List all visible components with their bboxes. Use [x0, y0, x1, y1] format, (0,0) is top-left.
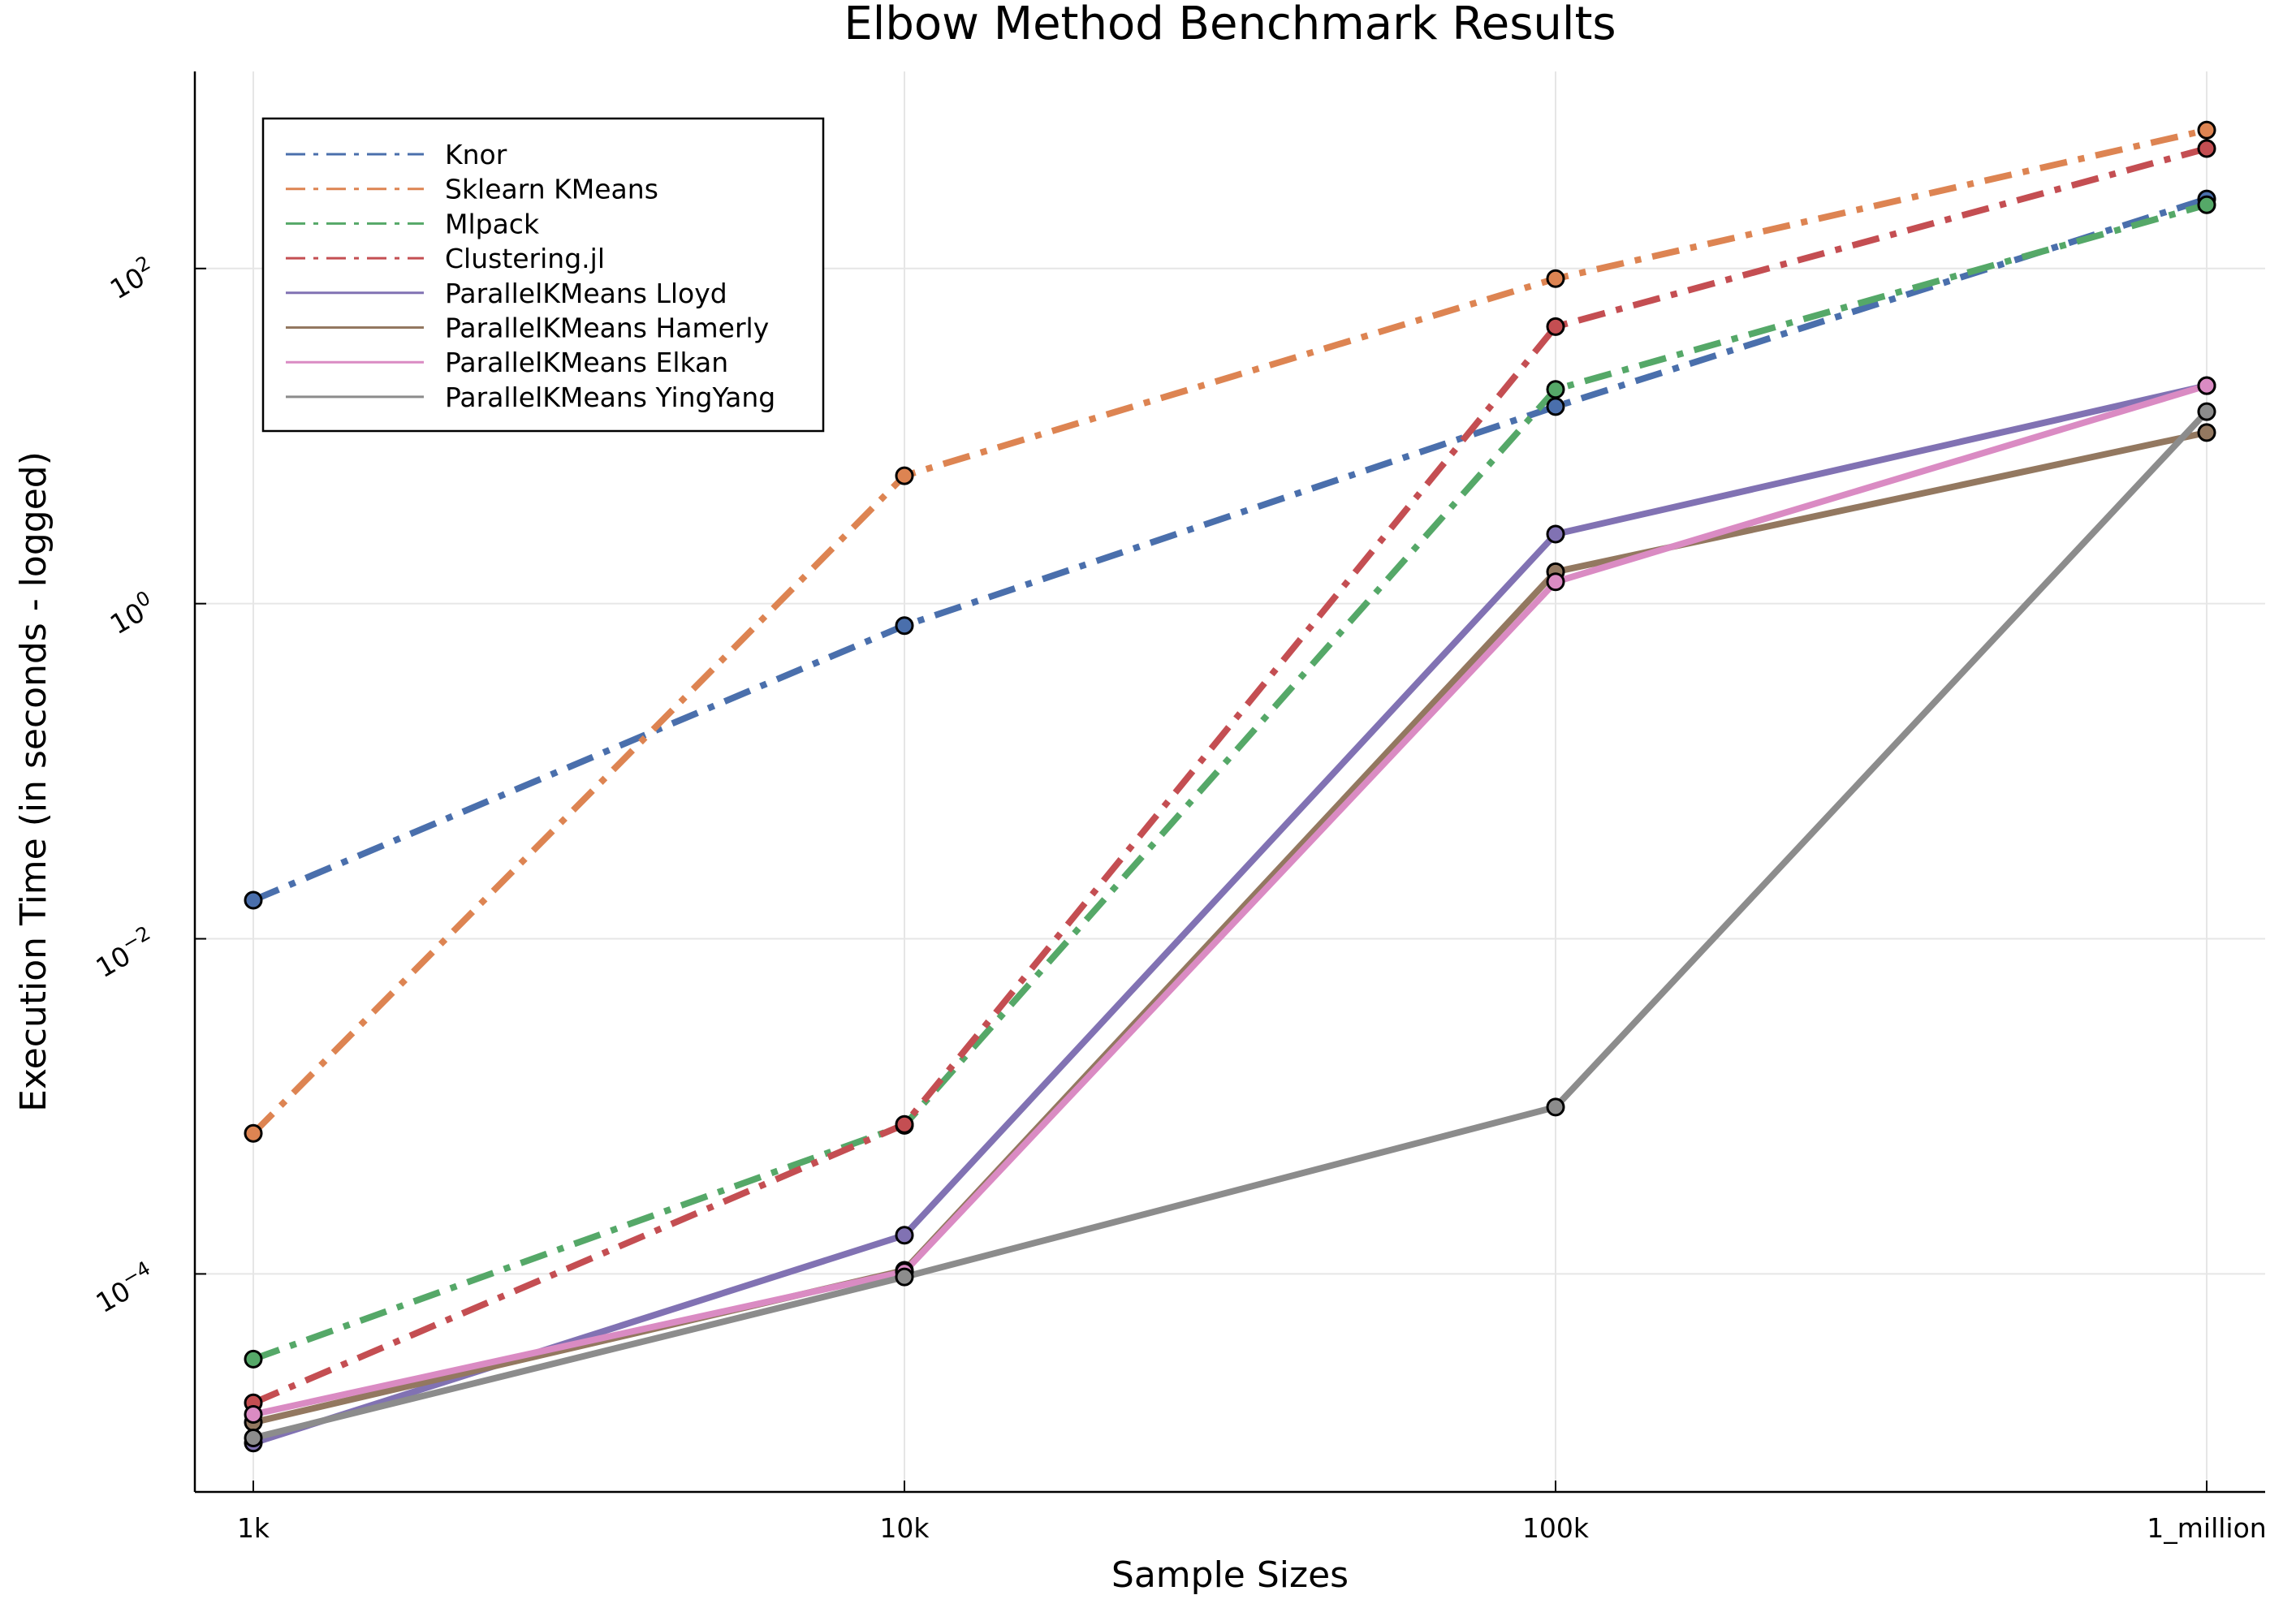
legend-item-parallelkmeans-hamerly: ParallelKMeans Hamerly: [286, 313, 769, 344]
marker-parallelkmeans-yingyang: [2197, 402, 2216, 421]
series-line-mlpack: [252, 201, 2208, 1363]
marker-parallelkmeans-lloyd: [1546, 524, 1565, 544]
series-line-sklearn-kmeans: [251, 127, 2208, 1136]
x-tick-label: 1k: [237, 1512, 270, 1544]
legend-item-knor: Knor: [286, 139, 507, 170]
legend-item-parallelkmeans-elkan: ParallelKMeans Elkan: [286, 347, 728, 378]
marker-knor: [1546, 397, 1565, 416]
marker-clustering-jl: [2197, 139, 2216, 158]
marker-knor: [244, 890, 263, 910]
series-markers: [244, 120, 2216, 1453]
y-axis-title: Execution Time (in seconds - logged): [13, 451, 54, 1112]
marker-sklearn-kmeans: [2197, 120, 2216, 140]
marker-parallelkmeans-yingyang: [895, 1267, 914, 1287]
series-line-clustering-jl: [252, 145, 2208, 1406]
marker-mlpack: [2197, 195, 2216, 214]
legend-label: Knor: [445, 139, 507, 170]
legend-item-parallelkmeans-lloyd: ParallelKMeans Lloyd: [286, 278, 727, 309]
marker-parallelkmeans-yingyang: [1546, 1097, 1565, 1117]
series-lines: [251, 127, 2209, 1446]
marker-sklearn-kmeans: [1546, 269, 1565, 288]
marker-parallelkmeans-lloyd: [895, 1226, 914, 1245]
legend-item-parallelkmeans-yingyang: ParallelKMeans YingYang: [286, 382, 775, 413]
marker-parallelkmeans-hamerly: [2197, 423, 2216, 442]
legend-label: ParallelKMeans Hamerly: [445, 313, 769, 344]
x-axis-title: Sample Sizes: [1111, 1554, 1349, 1596]
series-line-parallelkmeans-yingyang: [252, 409, 2209, 1442]
legend-item-clustering-jl: Clustering.jl: [286, 243, 605, 274]
legend-label: Mlpack: [445, 208, 540, 239]
marker-parallelkmeans-elkan: [244, 1405, 263, 1424]
x-tick-label: 10k: [879, 1512, 930, 1544]
marker-sklearn-kmeans: [244, 1123, 263, 1143]
chart-title: Elbow Method Benchmark Results: [844, 0, 1616, 50]
x-tick-label: 1_million: [2147, 1512, 2266, 1544]
legend-label: ParallelKMeans Elkan: [445, 347, 728, 378]
marker-parallelkmeans-elkan: [1546, 572, 1565, 592]
series-line-parallelkmeans-lloyd: [252, 382, 2208, 1446]
marker-clustering-jl: [895, 1114, 914, 1134]
marker-mlpack: [244, 1349, 263, 1369]
marker-knor: [895, 616, 914, 636]
legend-item-mlpack: Mlpack: [286, 208, 540, 239]
legend-label: Sklearn KMeans: [445, 174, 658, 205]
marker-sklearn-kmeans: [895, 466, 914, 485]
x-tick-label: 100k: [1522, 1512, 1590, 1544]
legend-label: Clustering.jl: [445, 243, 605, 274]
marker-clustering-jl: [1546, 317, 1565, 336]
axes: [193, 71, 2265, 1494]
legend-item-sklearn-kmeans: Sklearn KMeans: [286, 174, 658, 205]
marker-parallelkmeans-elkan: [2197, 376, 2216, 395]
marker-mlpack: [1546, 380, 1565, 399]
series-line-parallelkmeans-elkan: [252, 382, 2208, 1418]
marker-parallelkmeans-yingyang: [244, 1429, 263, 1447]
series-line-knor: [252, 196, 2208, 903]
legend-box: [261, 117, 825, 433]
legend-label: ParallelKMeans YingYang: [445, 382, 775, 413]
legend-label: ParallelKMeans Lloyd: [445, 278, 727, 309]
